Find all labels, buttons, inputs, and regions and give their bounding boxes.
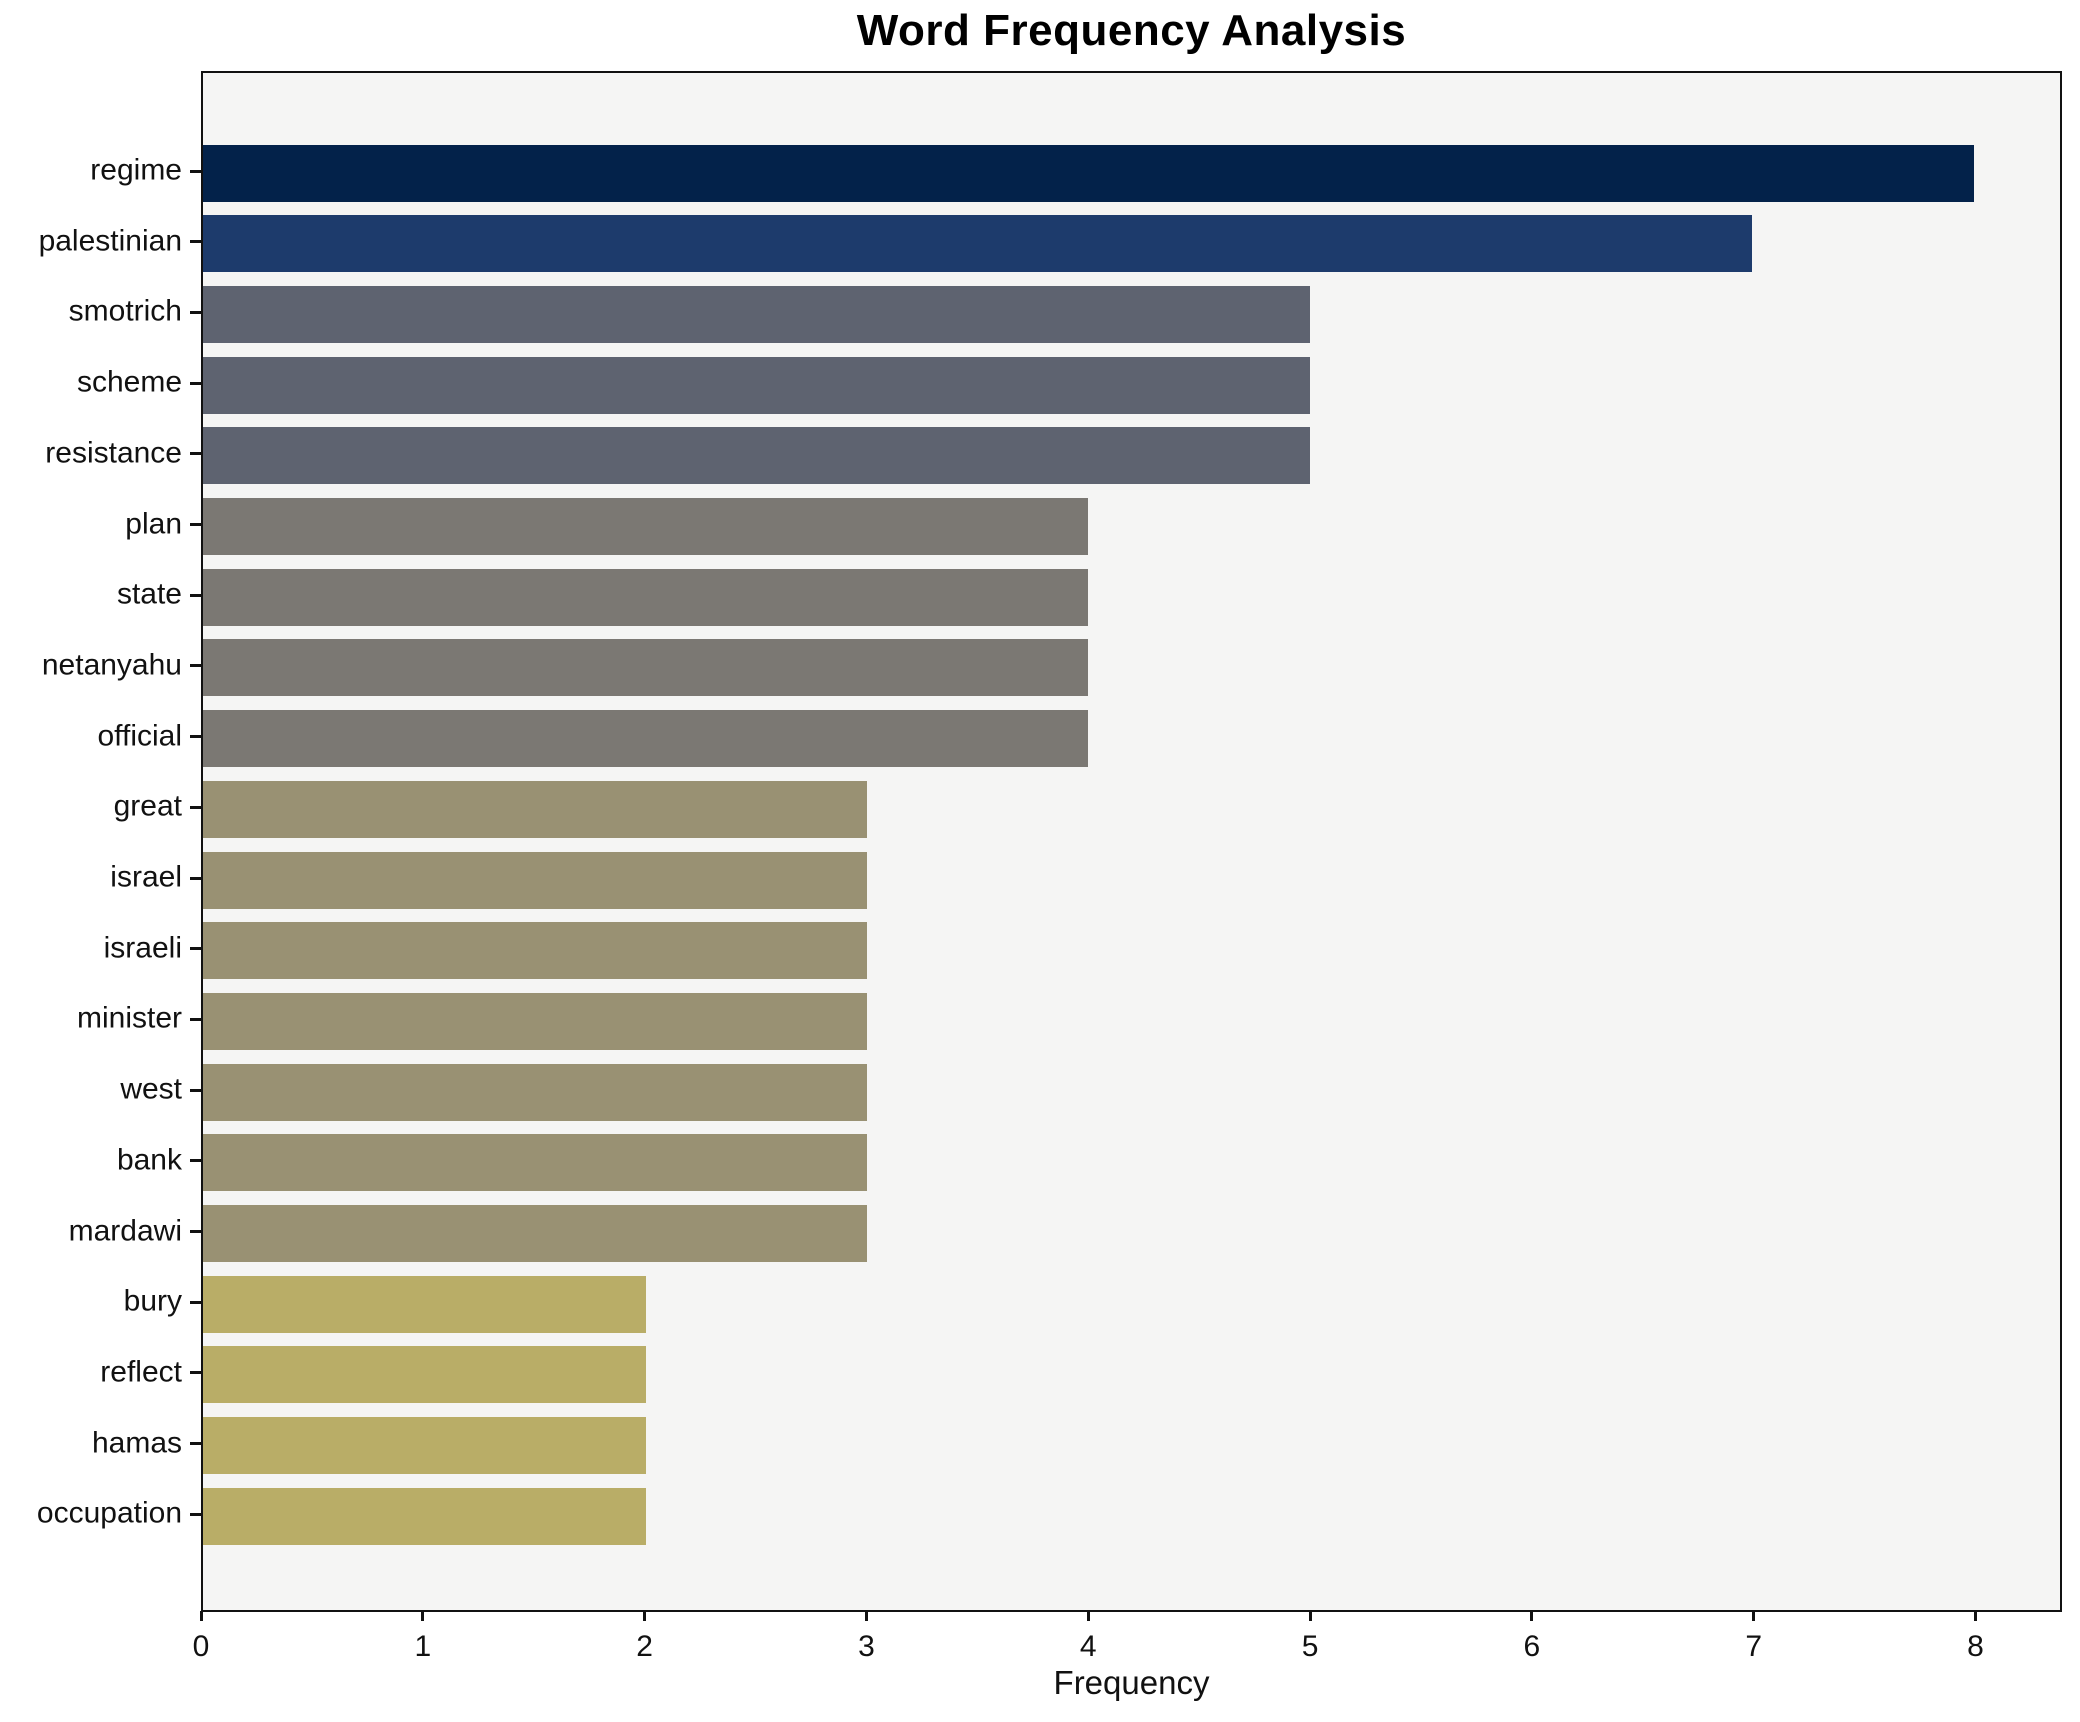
bar-reflect <box>203 1346 646 1404</box>
y-tick-mark <box>190 452 201 456</box>
x-tick-mark <box>1086 1611 1090 1621</box>
y-tick-label-west: west <box>120 1072 182 1106</box>
y-tick-mark <box>190 1512 201 1516</box>
x-tick-label-8: 8 <box>1967 1630 1984 1663</box>
x-tick-mark <box>199 1611 203 1621</box>
y-tick-mark <box>190 1230 201 1233</box>
y-tick-label-occupation: occupation <box>36 1496 182 1530</box>
bar-occupation <box>203 1487 646 1545</box>
y-tick-label-minister: minister <box>76 1001 182 1035</box>
y-tick-mark <box>190 947 201 951</box>
bar-smotrich <box>203 285 1310 343</box>
y-tick-mark <box>190 664 201 668</box>
y-tick-label-scheme: scheme <box>76 365 182 399</box>
x-tick-label-0: 0 <box>192 1630 210 1663</box>
bar-minister <box>203 992 867 1050</box>
y-tick-mark <box>190 169 201 173</box>
y-tick-label-hamas: hamas <box>91 1425 182 1459</box>
y-tick-label-israeli: israeli <box>103 931 182 965</box>
x-tick-mark <box>1752 1611 1756 1621</box>
bar-israel <box>203 851 867 909</box>
y-tick-label-official: official <box>97 718 183 752</box>
bar-bury <box>203 1275 646 1333</box>
x-tick-label-4: 4 <box>1079 1630 1097 1663</box>
x-tick-label-6: 6 <box>1523 1630 1541 1663</box>
bar-scheme <box>203 356 1310 414</box>
bar-plan <box>203 498 1089 555</box>
x-tick-mark <box>864 1611 868 1621</box>
chart-title: Word Frequency Analysis <box>856 6 1407 55</box>
y-tick-label-mardawi: mardawi <box>68 1213 182 1247</box>
y-tick-mark <box>190 735 201 739</box>
y-tick-label-regime: regime <box>90 153 182 187</box>
bar-regime <box>203 144 1974 202</box>
bar-mardawi <box>203 1205 867 1262</box>
y-tick-mark <box>190 310 201 314</box>
bar-palestinian <box>203 215 1753 273</box>
y-tick-label-bury: bury <box>123 1284 182 1318</box>
bar-bank <box>203 1134 867 1192</box>
x-tick-label-2: 2 <box>636 1630 653 1663</box>
y-tick-label-israel: israel <box>110 860 182 894</box>
y-tick-mark <box>190 1159 201 1163</box>
bar-great <box>203 780 867 838</box>
y-tick-label-smotrich: smotrich <box>68 294 182 328</box>
bar-hamas <box>203 1417 646 1475</box>
bar-official <box>203 710 1089 768</box>
bar-netanyahu <box>203 639 1089 697</box>
bar-israeli <box>203 922 867 980</box>
x-tick-label-1: 1 <box>414 1630 432 1663</box>
x-tick-label-5: 5 <box>1301 1630 1319 1663</box>
x-tick-mark <box>643 1611 647 1621</box>
bar-state <box>203 568 1089 626</box>
y-tick-label-plan: plan <box>125 506 182 540</box>
y-tick-mark <box>190 876 201 880</box>
y-tick-label-great: great <box>113 789 182 823</box>
y-tick-label-reflect: reflect <box>100 1355 182 1389</box>
y-tick-mark <box>190 240 201 244</box>
y-tick-mark <box>190 1088 201 1092</box>
y-tick-label-state: state <box>116 577 182 611</box>
y-tick-mark <box>190 381 201 385</box>
plot-area <box>201 71 2062 1612</box>
x-tick-mark <box>1973 1611 1977 1621</box>
y-tick-mark <box>190 523 201 526</box>
x-tick-mark <box>1308 1611 1312 1621</box>
x-tick-mark <box>1530 1611 1534 1621</box>
y-tick-label-palestinian: palestinian <box>38 224 182 258</box>
y-tick-label-bank: bank <box>116 1143 182 1177</box>
x-tick-mark <box>421 1611 425 1621</box>
bar-resistance <box>203 427 1310 485</box>
x-axis-title: Frequency <box>1053 1664 1210 1701</box>
y-tick-mark <box>190 805 201 809</box>
y-tick-label-netanyahu: netanyahu <box>41 648 182 682</box>
y-tick-mark <box>190 1017 201 1021</box>
x-tick-label-7: 7 <box>1745 1630 1763 1663</box>
y-tick-mark <box>190 1300 201 1304</box>
y-tick-mark <box>190 1442 201 1446</box>
y-tick-mark <box>190 593 201 597</box>
y-tick-mark <box>190 1371 201 1375</box>
bar-west <box>203 1063 867 1121</box>
x-tick-label-3: 3 <box>858 1630 875 1663</box>
y-tick-label-resistance: resistance <box>45 436 182 470</box>
